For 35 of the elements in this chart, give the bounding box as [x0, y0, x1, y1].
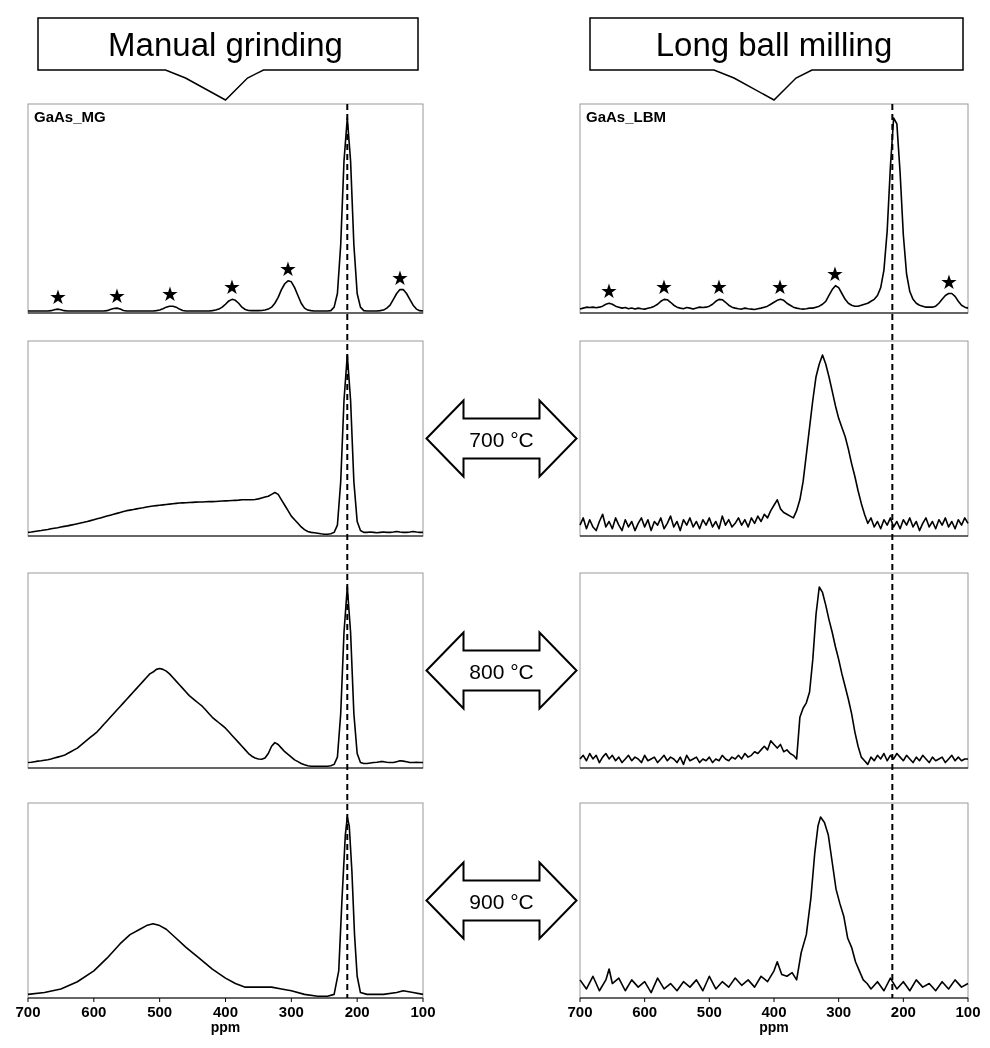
x-axis-title: ppm: [759, 1019, 789, 1035]
annotation: ★: [160, 283, 179, 306]
x-tick-label: 500: [696, 1003, 722, 1020]
annotation: ★: [390, 266, 409, 289]
x-axis-title: ppm: [210, 1019, 241, 1035]
annotation: ★: [223, 276, 242, 299]
chart-subtitle: GaAs_LBM: [586, 108, 667, 125]
annotation: ★: [600, 280, 619, 303]
x-tick-label: 100: [410, 1003, 436, 1020]
annotation: ★: [279, 257, 298, 280]
chart-title: Long ball milling: [655, 26, 893, 63]
x-tick-label: 100: [955, 1003, 981, 1020]
annotation: ★: [710, 276, 729, 299]
annotation: ★: [826, 262, 845, 285]
text: 900 °C: [469, 889, 534, 913]
x-tick-label: 300: [278, 1003, 304, 1020]
x-tick-label: 700: [567, 1003, 593, 1020]
x-tick-label: 200: [344, 1003, 370, 1020]
text: 800 °C: [469, 659, 534, 683]
x-tick-label: 700: [15, 1003, 41, 1020]
x-tick-label: 400: [212, 1003, 239, 1020]
annotation: ★: [771, 276, 790, 299]
x-tick-label: 500: [147, 1003, 173, 1020]
text: 700 °C: [469, 427, 534, 451]
x-tick-label: 300: [826, 1003, 852, 1020]
annotation: ★: [107, 285, 126, 308]
annotation: ★: [48, 286, 67, 309]
annotation: ★: [655, 276, 674, 299]
annotation: ★: [939, 270, 958, 293]
x-tick-label: 400: [761, 1003, 787, 1020]
x-tick-label: 200: [890, 1003, 916, 1020]
chart-title: Manual grinding: [108, 26, 343, 63]
x-tick-label: 600: [81, 1003, 107, 1020]
x-tick-label: 600: [632, 1003, 658, 1020]
chart-subtitle: GaAs_MG: [34, 108, 106, 125]
